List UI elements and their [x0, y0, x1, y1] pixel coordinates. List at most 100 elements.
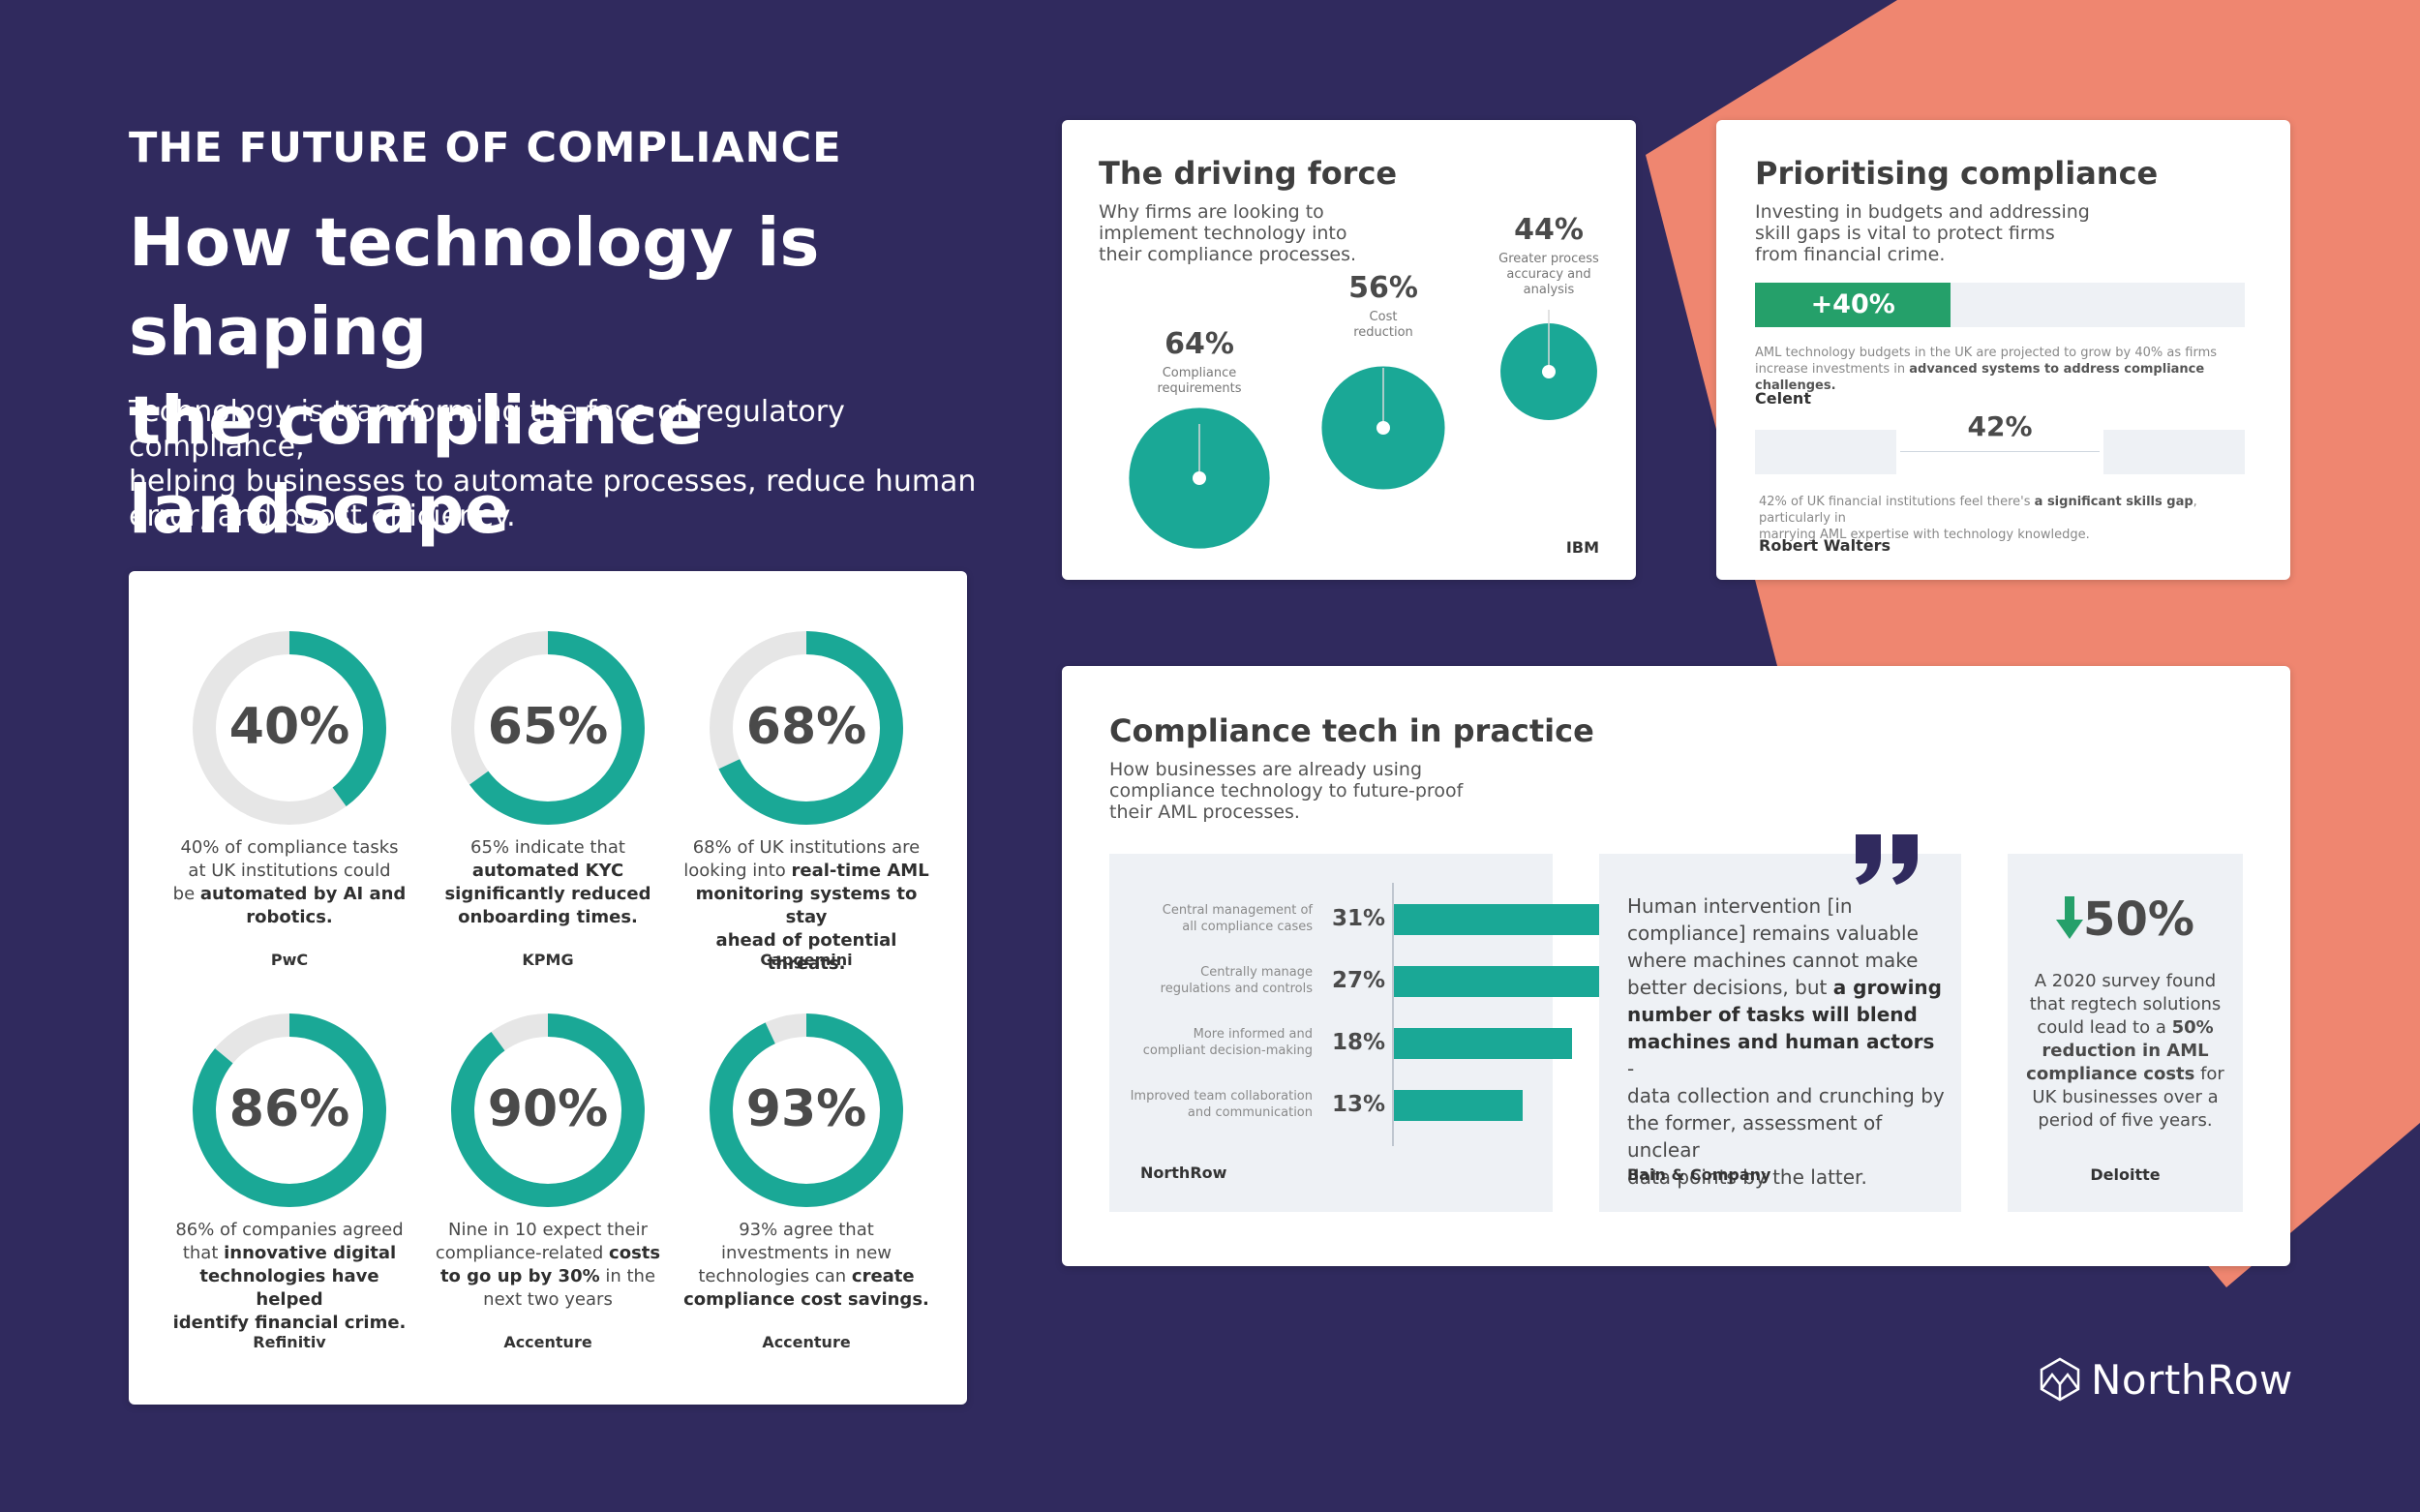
- caption-line: next two years: [483, 1289, 613, 1310]
- driving-force-title: The driving force: [1099, 155, 1398, 192]
- page-title: How technology is shaping the compliance…: [129, 198, 1000, 555]
- quote-line: Human intervention [in: [1627, 894, 1853, 918]
- donut-chart: 93%: [710, 1013, 903, 1207]
- note-line: marrying AML expertise with technology k…: [1759, 528, 2090, 542]
- caption-line: onboarding times.: [458, 907, 638, 927]
- donut-caption: 40% of compliance tasks at UK institution…: [164, 836, 415, 929]
- subtitle-line: skill gaps is vital to protect firms: [1755, 223, 2055, 244]
- gap-right-box: [2103, 430, 2245, 474]
- donut-value-arc: [710, 631, 903, 825]
- donut-chart: 90%: [451, 1013, 645, 1207]
- note-line: increase investments in advanced systems…: [1755, 362, 2205, 393]
- bar-value-label: 31%: [1332, 906, 1386, 931]
- brand-name: NorthRow: [2091, 1355, 2293, 1404]
- reduction-caption-line: reduction in AML: [2042, 1041, 2209, 1061]
- driving-force-source: IBM: [1565, 538, 1599, 557]
- caption-line: monitoring systems to stay: [695, 884, 918, 927]
- practice-title: Compliance tech in practice: [1109, 712, 1594, 749]
- intro-line: helping businesses to automate processes…: [129, 465, 977, 499]
- donut-value-arc: [193, 631, 386, 825]
- quote-line: the former, assessment of unclear: [1627, 1111, 1883, 1162]
- bar-chart-source: NorthRow: [1140, 1164, 1227, 1182]
- practice-card: Compliance tech in practice How business…: [1062, 666, 2290, 1266]
- donut-source: KPMG: [522, 951, 574, 969]
- quote-line: number of tasks will blend: [1627, 1003, 1918, 1026]
- caption-line: robotics.: [246, 907, 333, 927]
- bar-category-label: Central management of all compliance case…: [1119, 902, 1313, 935]
- bubble-desc-line: Compliance: [1162, 366, 1237, 380]
- bar-category-label: Centrally manage regulations and controls: [1119, 964, 1313, 997]
- donut-value-arc: [710, 1013, 903, 1207]
- caption-line: 65% indicate that: [470, 837, 625, 858]
- stats-card: 40% 40% of compliance tasks at UK institut…: [129, 571, 967, 1405]
- gap-left-box: [1755, 430, 1896, 474]
- bubble-value-label: 56%: [1348, 271, 1418, 305]
- bar-chart-panel: NorthRow Central management of all compli…: [1109, 854, 1701, 1212]
- donut-source: Accenture: [503, 1333, 592, 1351]
- caption-line: compliance cost savings.: [683, 1289, 929, 1310]
- bar-category-line: all compliance cases: [1182, 920, 1313, 934]
- caption-line: investments in new: [720, 1243, 892, 1263]
- caption-line: 68% of UK institutions are: [692, 837, 921, 858]
- caption-line: 40% of compliance tasks: [180, 837, 399, 858]
- gap-arrow-line: [1900, 451, 2100, 452]
- bar-category-line: compliant decision-making: [1142, 1043, 1313, 1058]
- reduction-caption-line: that regtech solutions: [2029, 994, 2222, 1014]
- donut-label: 68%: [746, 698, 866, 756]
- donut-chart: 86%: [193, 1013, 386, 1207]
- quote-line: better decisions, but a growing: [1627, 976, 1942, 999]
- reduction-source: Deloitte: [2090, 1165, 2161, 1184]
- donut-source: Capgemini: [760, 951, 853, 969]
- driving-force-subtitle: Why firms are looking to implement techn…: [1099, 201, 1356, 265]
- donut-caption: 68% of UK institutions are looking into r…: [681, 836, 932, 976]
- bubble-desc: Greater process accuracy and analysis: [1462, 252, 1636, 298]
- bubble-center-dot: [1193, 471, 1206, 485]
- celent-source: Celent: [1755, 389, 1811, 408]
- quote-text: Human intervention [in compliance] remain…: [1627, 892, 1947, 1191]
- subtitle-line: their compliance processes.: [1099, 244, 1357, 265]
- bar-category-line: More informed and: [1193, 1027, 1313, 1042]
- bar-value-label: 18%: [1332, 1030, 1386, 1055]
- caption-line: 93% agree that: [739, 1220, 874, 1240]
- brand-logo: NorthRow: [2039, 1355, 2293, 1404]
- prioritising-card: Prioritising compliance Investing in bud…: [1716, 120, 2290, 580]
- intro-line: error, and boost efficiency.: [129, 499, 516, 533]
- subtitle-line: their AML processes.: [1109, 801, 1300, 823]
- caption-line: significantly reduced: [444, 884, 651, 904]
- donut-caption: 65% indicate that automated KYC significan…: [422, 836, 674, 929]
- bubble-desc: Cost reduction: [1296, 310, 1470, 341]
- reduction-label: 50%: [2083, 892, 2194, 947]
- bar-value-label: 13%: [1332, 1092, 1386, 1117]
- donut-caption: 93% agree that investments in new technolo…: [681, 1219, 932, 1312]
- donut-chart: 40%: [193, 631, 386, 825]
- caption-line: ahead of potential threats.: [715, 930, 897, 974]
- caption-line: at UK institutions could: [188, 861, 391, 881]
- headline-line: How technology is shaping: [129, 204, 820, 371]
- growth-bar-fill: [1755, 283, 1951, 327]
- practice-subtitle: How businesses are already using complia…: [1109, 759, 1463, 823]
- bubble-center-dot: [1542, 365, 1556, 378]
- prioritising-subtitle: Investing in budgets and addressing skil…: [1755, 201, 2090, 265]
- gap-label: 42%: [1967, 410, 2033, 442]
- prioritising-title: Prioritising compliance: [1755, 155, 2159, 192]
- reduction-caption-line: compliance costs for: [2026, 1064, 2224, 1084]
- celent-note: AML technology budgets in the UK are pro…: [1755, 345, 2258, 394]
- reduction-caption: A 2020 survey found that regtech solution…: [2008, 970, 2243, 1133]
- growth-bar-label: +40%: [1810, 289, 1895, 319]
- bubble-desc-line: reduction: [1353, 325, 1413, 340]
- bubble-desc-line: Greater process: [1498, 252, 1599, 266]
- kicker-title: THE FUTURE OF COMPLIANCE: [129, 124, 842, 172]
- bar-category-line: Centrally manage: [1200, 965, 1313, 980]
- bar-category-line: and communication: [1187, 1105, 1313, 1120]
- subtitle-line: Investing in budgets and addressing: [1755, 201, 2090, 223]
- donut-value-arc: [451, 631, 645, 825]
- donut-caption: Nine in 10 expect their compliance-relate…: [422, 1219, 674, 1312]
- quote-panel: Human intervention [in compliance] remain…: [1599, 854, 1961, 1212]
- caption-line: that innovative digital: [182, 1243, 397, 1263]
- bubble-chart: [1129, 310, 1597, 549]
- caption-line: identify financial crime.: [172, 1313, 407, 1333]
- donut-label: 90%: [488, 1080, 608, 1138]
- bar-category-line: regulations and controls: [1160, 982, 1313, 996]
- reduction-caption-line: A 2020 survey found: [2034, 971, 2217, 991]
- caption-line: automated KYC: [471, 861, 624, 881]
